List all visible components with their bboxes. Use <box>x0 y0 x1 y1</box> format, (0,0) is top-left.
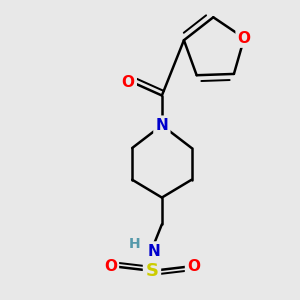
Text: O: O <box>238 31 251 46</box>
Text: O: O <box>122 75 135 90</box>
Text: O: O <box>187 260 200 274</box>
Text: N: N <box>148 244 160 259</box>
Text: N: N <box>155 118 168 133</box>
Text: O: O <box>104 260 117 274</box>
Text: S: S <box>146 262 158 280</box>
Text: H: H <box>128 237 140 251</box>
